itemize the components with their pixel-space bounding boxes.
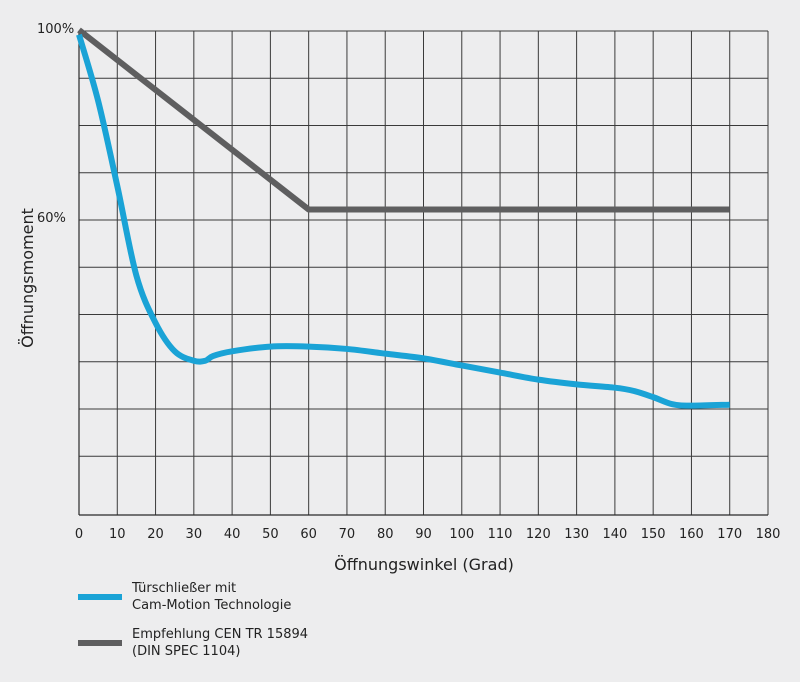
x-tick-label: 20 bbox=[147, 527, 164, 542]
x-tick-label: 150 bbox=[641, 527, 666, 542]
legend: Türschließer mit Cam-Motion Technologie … bbox=[78, 580, 308, 672]
x-tick-label: 0 bbox=[75, 527, 83, 542]
grid bbox=[79, 30, 769, 515]
x-tick-label: 10 bbox=[109, 527, 126, 542]
legend-item-cam-motion: Türschließer mit Cam-Motion Technologie bbox=[78, 580, 308, 614]
legend-label-cam-motion: Türschließer mit Cam-Motion Technologie bbox=[132, 581, 292, 613]
series-lines bbox=[76, 27, 730, 409]
x-axis-title: Öffnungswinkel (Grad) bbox=[334, 555, 514, 574]
axes bbox=[78, 31, 768, 516]
series-line-cam-motion bbox=[76, 33, 730, 409]
x-tick-label: 160 bbox=[679, 527, 704, 542]
x-tick-label: 70 bbox=[339, 527, 356, 542]
x-tick-label: 140 bbox=[602, 527, 627, 542]
x-tick-label: 130 bbox=[564, 527, 589, 542]
x-tick-label: 50 bbox=[262, 527, 279, 542]
series-line-cen bbox=[77, 27, 730, 213]
x-tick-label: 110 bbox=[488, 527, 513, 542]
tick-labels: 0 10 20 30 40 50 60 70 80 90 100 110 120 130 140 150 160… bbox=[37, 22, 780, 542]
legend-item-cen: Empfehlung CEN TR 15894 (DIN SPEC 1104) bbox=[78, 626, 308, 660]
legend-label-cen: Empfehlung CEN TR 15894 (DIN SPEC 1104) bbox=[132, 627, 309, 659]
x-tick-label: 60 bbox=[300, 527, 317, 542]
x-tick-label: 170 bbox=[717, 527, 742, 542]
x-tick-label: 100 bbox=[449, 527, 474, 542]
x-tick-label: 80 bbox=[377, 527, 394, 542]
legend-swatch-cen bbox=[78, 640, 122, 646]
legend-swatch-cam-motion bbox=[78, 594, 122, 600]
y-tick-label: 60% bbox=[37, 211, 66, 226]
x-tick-label: 30 bbox=[186, 527, 203, 542]
x-tick-label: 120 bbox=[526, 527, 551, 542]
x-tick-label: 40 bbox=[224, 527, 241, 542]
x-tick-label: 180 bbox=[756, 527, 781, 542]
y-tick-label: 100% bbox=[37, 22, 74, 37]
y-axis-title: Öffnungsmoment bbox=[18, 208, 37, 348]
x-tick-label: 90 bbox=[415, 527, 432, 542]
